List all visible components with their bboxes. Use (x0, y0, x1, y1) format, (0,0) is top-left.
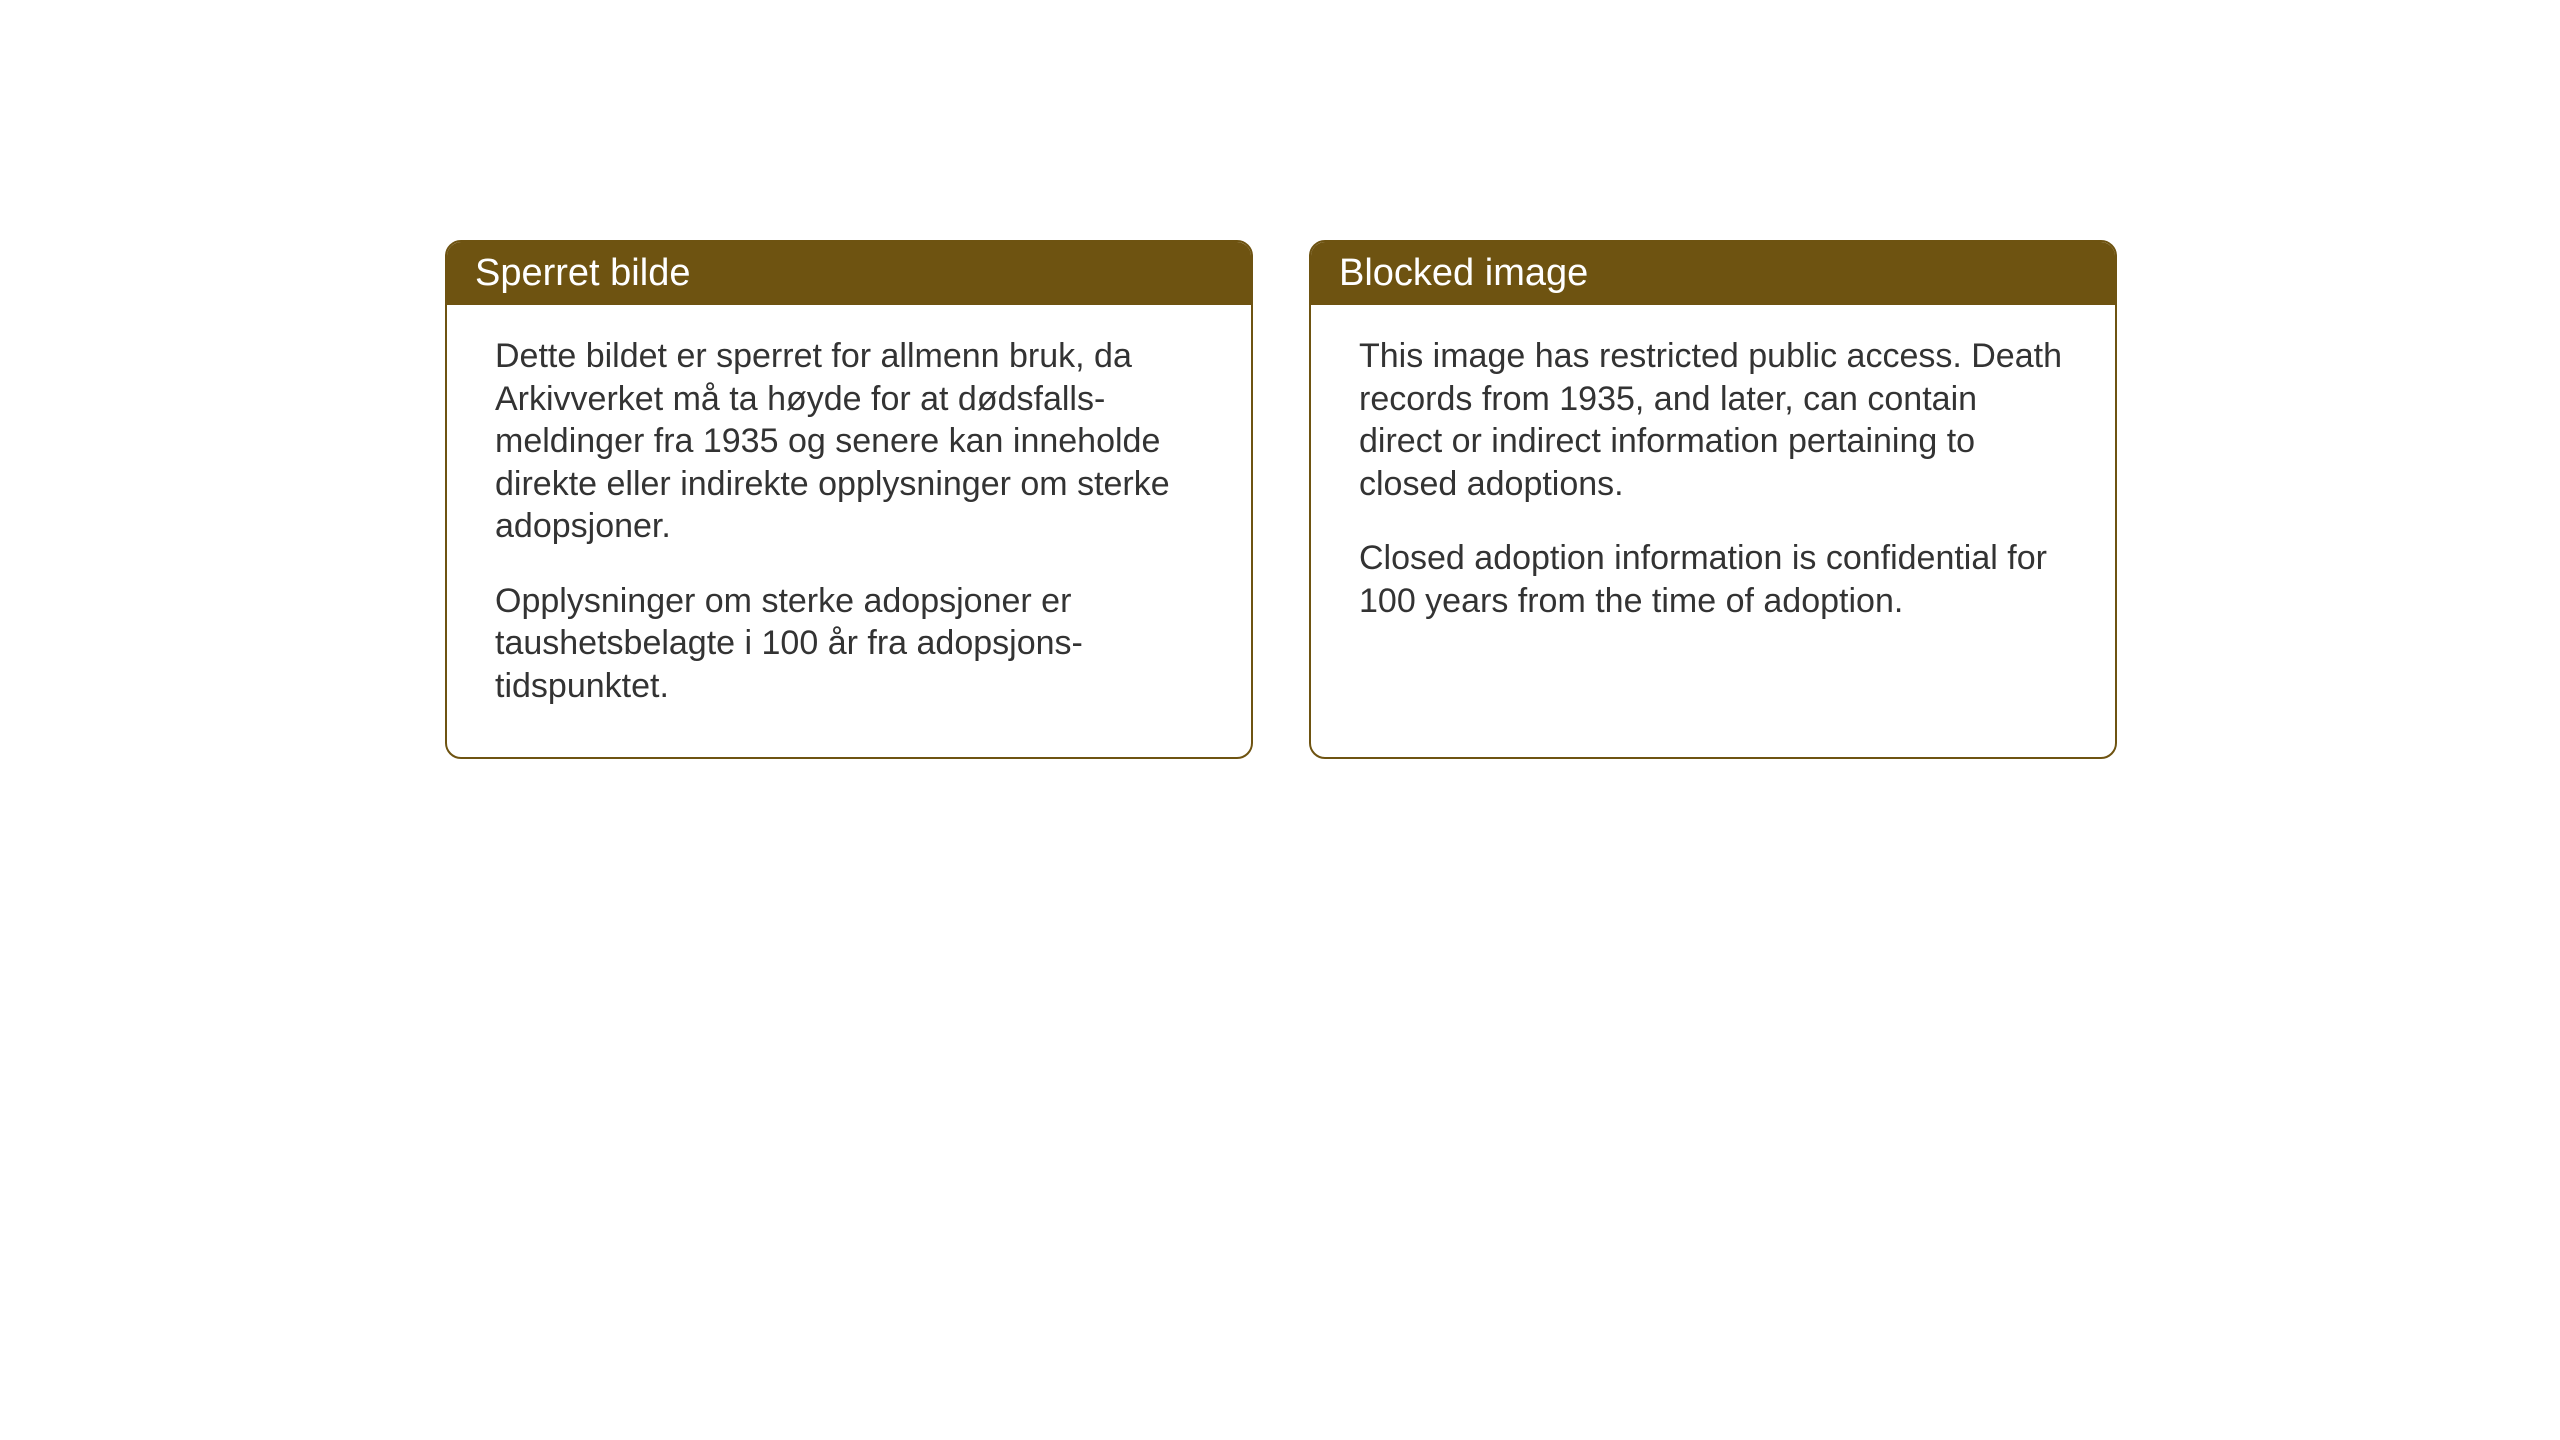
card-paragraph-1-english: This image has restricted public access.… (1359, 335, 2067, 505)
card-norwegian: Sperret bilde Dette bildet er sperret fo… (445, 240, 1253, 759)
cards-container: Sperret bilde Dette bildet er sperret fo… (445, 240, 2117, 759)
card-paragraph-2-norwegian: Opplysninger om sterke adopsjoner er tau… (495, 580, 1203, 708)
card-body-norwegian: Dette bildet er sperret for allmenn bruk… (447, 305, 1251, 757)
card-english: Blocked image This image has restricted … (1309, 240, 2117, 759)
card-header-english: Blocked image (1311, 242, 2115, 305)
card-body-english: This image has restricted public access.… (1311, 305, 2115, 672)
card-paragraph-2-english: Closed adoption information is confident… (1359, 537, 2067, 622)
card-paragraph-1-norwegian: Dette bildet er sperret for allmenn bruk… (495, 335, 1203, 548)
card-header-norwegian: Sperret bilde (447, 242, 1251, 305)
